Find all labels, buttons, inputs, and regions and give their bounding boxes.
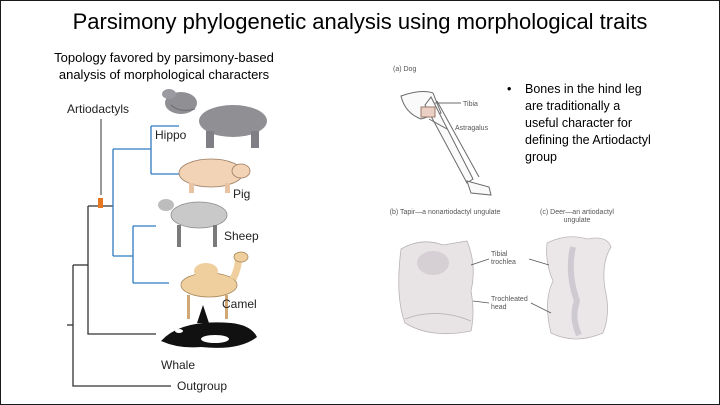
hippo-illustration xyxy=(162,89,267,148)
tapir-astragalus-illustration xyxy=(398,240,474,335)
taxon-label-hippo: Hippo xyxy=(155,128,187,142)
dog-leg-illustration xyxy=(400,91,492,196)
tibial-trochlea-label: Tibial trochlea xyxy=(491,251,516,266)
tibial-trochlea-leader-left xyxy=(470,258,490,266)
camel-illustration xyxy=(180,251,249,319)
tibia-label: Tibia xyxy=(463,101,478,108)
slide-title: Parsimony phylogenetic analysis using mo… xyxy=(72,9,648,34)
panel-a-label: (a) Dog xyxy=(393,66,417,73)
astragalus-label: Astragalus xyxy=(455,125,489,132)
clade-label-artiodactyls: Artiodactyls xyxy=(67,102,130,116)
trochleated-head-leader-right xyxy=(530,302,552,314)
bullet-text: Bones in the hind leg are traditionally … xyxy=(525,82,651,164)
tree-artiodactyl-branches xyxy=(112,125,179,284)
deer-astragalus-illustration xyxy=(546,236,612,340)
taxon-label-outgroup: Outgroup xyxy=(177,379,228,393)
pig-illustration xyxy=(178,158,251,193)
synapomorphy-mark xyxy=(98,198,103,208)
whale-illustration xyxy=(161,305,257,348)
taxon-label-camel: Camel xyxy=(222,297,257,311)
slide-subtitle: Topology favored by parsimony-based anal… xyxy=(54,50,274,82)
trochleated-head-label: Trochleated head xyxy=(491,296,528,311)
taxon-label-sheep: Sheep xyxy=(224,229,259,243)
outgroup-branch xyxy=(72,265,171,387)
panel-c-label: (c) Deer—an artiodactyl ungulate xyxy=(540,209,614,224)
taxon-label-whale: Whale xyxy=(161,358,196,372)
tibial-trochlea-leader-right xyxy=(528,258,550,266)
panel-b-label: (b) Tapir—a nonartiodactyl ungulate xyxy=(389,209,501,216)
sheep-illustration xyxy=(158,199,228,247)
tree-black-branches xyxy=(67,205,171,387)
trochleated-head-leader-left xyxy=(472,300,490,304)
taxon-label-pig: Pig xyxy=(233,187,251,201)
whale-branch xyxy=(87,206,156,335)
bullet-dot-icon: • xyxy=(507,82,512,96)
